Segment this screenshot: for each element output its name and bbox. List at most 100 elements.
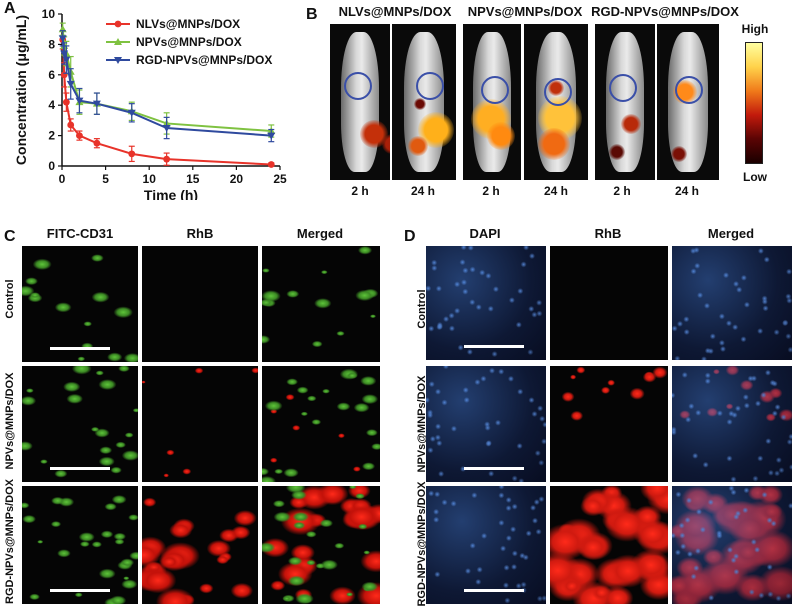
data-point bbox=[128, 150, 136, 158]
micrograph-tile bbox=[142, 366, 258, 482]
micrograph-tile bbox=[550, 366, 668, 482]
scale-bar bbox=[50, 467, 110, 470]
scale-bar bbox=[464, 345, 524, 348]
scale-bar bbox=[50, 589, 110, 592]
micrograph-tile bbox=[262, 246, 380, 362]
legend-entry: RGD-NPVs@MNPs/DOX bbox=[136, 53, 272, 67]
fluorescence-image bbox=[463, 24, 521, 180]
panel-a-label: A bbox=[4, 0, 16, 17]
x-tick-label: 5 bbox=[102, 172, 109, 186]
data-point bbox=[267, 132, 276, 140]
legend-entry: NLVs@MNPs/DOX bbox=[136, 17, 240, 31]
time-label: 2 h bbox=[613, 184, 631, 198]
data-point bbox=[93, 139, 101, 147]
fluorescence-signal bbox=[621, 114, 641, 134]
tumor-circle bbox=[344, 72, 372, 100]
data-point bbox=[75, 97, 84, 105]
fluorescence-image bbox=[392, 24, 456, 180]
data-point bbox=[92, 100, 101, 108]
scale-bar bbox=[464, 467, 524, 470]
tumor-circle bbox=[481, 76, 509, 104]
colorbar-low-label: Low bbox=[743, 170, 767, 184]
y-tick-label: 10 bbox=[42, 7, 56, 21]
column-header: Merged bbox=[296, 226, 344, 241]
group-label-npvs: NPVs@MNPs/DOX bbox=[467, 4, 583, 19]
data-point bbox=[76, 132, 83, 140]
micrograph-tile bbox=[22, 366, 138, 482]
column-header: RhB bbox=[186, 226, 214, 241]
column-header: DAPI bbox=[469, 226, 501, 241]
row-label: NPVs@MNPs/DOX bbox=[4, 372, 16, 470]
time-label: 24 h bbox=[543, 184, 568, 198]
micrograph-tile bbox=[672, 486, 792, 604]
panel-b-label: B bbox=[306, 6, 318, 23]
data-point bbox=[127, 109, 136, 117]
y-tick-label: 0 bbox=[48, 159, 55, 173]
micrograph-tile bbox=[22, 486, 138, 604]
data-point bbox=[62, 56, 71, 64]
fluorescence-image bbox=[524, 24, 588, 180]
data-point bbox=[62, 98, 70, 106]
tumor-circle bbox=[609, 74, 637, 102]
micrograph-tile bbox=[262, 486, 380, 604]
legend-marker bbox=[114, 38, 122, 45]
time-label: 2 h bbox=[482, 184, 500, 198]
time-label: 24 h bbox=[410, 184, 435, 198]
panel-d-label: D bbox=[404, 228, 416, 245]
intensity-colorbar bbox=[745, 42, 763, 164]
micrograph-tile bbox=[426, 246, 546, 360]
x-tick-label: 0 bbox=[59, 172, 66, 186]
tumor-circle bbox=[675, 76, 703, 104]
group-label-nlvs: NLVs@MNPs/DOX bbox=[338, 4, 452, 19]
column-header: Merged bbox=[707, 226, 755, 241]
fluorescence-image bbox=[657, 24, 719, 180]
fluorescence-image bbox=[330, 24, 390, 180]
x-axis-label: Time (h) bbox=[144, 187, 198, 200]
row-label: RGD-NPVs@MNPs/DOX bbox=[4, 478, 16, 604]
fluorescence-signal bbox=[487, 122, 515, 150]
data-point bbox=[58, 35, 67, 43]
scale-bar bbox=[50, 347, 110, 350]
data-point bbox=[163, 155, 171, 163]
fluorescence-signal bbox=[414, 98, 426, 110]
row-label: Control bbox=[4, 279, 16, 319]
legend-entry: NPVs@MNPs/DOX bbox=[136, 35, 242, 49]
micrograph-tile bbox=[142, 486, 258, 604]
column-header: RhB bbox=[594, 226, 622, 241]
fluorescence-image bbox=[595, 24, 655, 180]
fluorescence-signal bbox=[671, 146, 687, 162]
data-point bbox=[67, 121, 75, 129]
micrograph-tile bbox=[550, 486, 668, 604]
time-label: 2 h bbox=[351, 184, 369, 198]
fluorescence-signal bbox=[538, 128, 570, 160]
scale-bar bbox=[464, 589, 524, 592]
legend-marker bbox=[114, 57, 122, 64]
data-point bbox=[66, 80, 75, 88]
column-header: FITC-CD31 bbox=[46, 226, 114, 241]
mouse-silhouette bbox=[340, 32, 380, 172]
x-tick-label: 20 bbox=[230, 172, 244, 186]
colorbar-high-label: High bbox=[741, 22, 769, 36]
y-tick-label: 2 bbox=[48, 129, 55, 143]
time-label: 24 h bbox=[674, 184, 699, 198]
y-tick-label: 4 bbox=[48, 98, 55, 112]
y-tick-label: 8 bbox=[48, 37, 55, 51]
x-tick-label: 15 bbox=[186, 172, 200, 186]
micrograph-tile bbox=[142, 246, 258, 362]
tumor-circle bbox=[544, 78, 572, 106]
y-tick-label: 6 bbox=[48, 68, 55, 82]
data-point bbox=[267, 161, 275, 168]
micrograph-tile bbox=[22, 246, 138, 362]
y-axis-label: Concentration (μg/mL) bbox=[13, 15, 29, 165]
x-tick-label: 10 bbox=[143, 172, 157, 186]
tumor-circle bbox=[416, 72, 444, 100]
fluorescence-signal bbox=[408, 136, 428, 156]
micrograph-tile bbox=[672, 366, 792, 482]
group-label-rgd-npvs: RGD-NPVs@MNPs/DOX bbox=[591, 4, 739, 19]
fluorescence-signal bbox=[382, 134, 390, 154]
panel-c-label: C bbox=[4, 228, 16, 245]
micrograph-tile bbox=[672, 246, 792, 360]
micrograph-tile bbox=[426, 486, 546, 604]
x-tick-label: 25 bbox=[273, 172, 287, 186]
